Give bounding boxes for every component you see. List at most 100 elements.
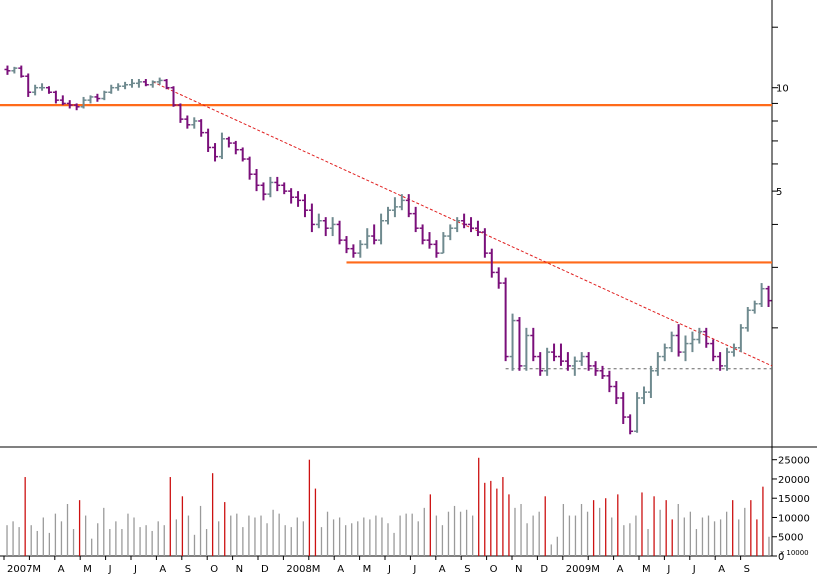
ohlc-bar [447,224,454,241]
downtrend-line [152,81,773,367]
x-axis: 2007 M A M J J A S O N D 2008 M A M J J A S O N D 2009 M A M J J A S [3,556,750,575]
ohlc-bar [108,84,115,94]
ohlc-bar [488,248,495,278]
ohlc-bar [627,414,634,435]
ohlc-bar [634,392,641,433]
ohlc-bar [412,206,419,233]
ohlc-bar [717,352,724,371]
x-tick-label: J [412,564,416,575]
ohlc-bar [239,147,246,162]
ohlc-bar [177,103,184,123]
volume-tick-label: 25000 [778,456,810,467]
ohlc-bar [523,327,530,371]
ohlc-bar [149,80,156,88]
ohlc-bar [101,90,108,101]
ohlc-bar [80,96,87,109]
ohlc-bar [468,217,475,233]
ohlc-bar [765,285,772,307]
ohlc-bar [322,217,329,237]
x-tick-label: M [32,564,41,575]
ohlc-bar [135,79,142,88]
ohlc-bar [530,327,537,362]
ohlc-bar [25,73,32,97]
ohlc-bar [288,188,295,204]
volume-panel: 25000 20000 15000 10000 5000 0x 10000 [0,456,810,563]
ohlc-bar [163,79,170,90]
volume-tick-label: 15000 [778,494,810,505]
ohlc-bar [170,86,177,107]
ohlc-bar [364,228,371,249]
ohlc-bar [371,224,378,245]
price-panel: 10 5 [0,0,817,556]
x-tick-label: M [83,564,92,575]
ohlc-bar [115,83,122,91]
ohlc-bar [45,86,52,94]
volume-unit-label: x 10000 [780,549,809,557]
ohlc-bar [205,128,212,152]
ohlc-bar [599,365,606,379]
ohlc-bar [191,117,198,129]
ohlc-bar [647,365,654,398]
ohlc-bar [641,386,647,405]
ohlc-bar [737,324,744,353]
x-tick-label: A [159,564,166,575]
volume-tick-label: 10000 [778,513,810,524]
ohlc-bar [398,194,405,211]
ohlc-bar [391,197,398,218]
ohlc-bar [329,217,336,237]
x-tick-label: J [108,564,112,575]
ohlc-bar [613,381,620,405]
ohlc-bar [654,352,661,376]
ohlc-bar [564,352,571,371]
volume-tick-label: 0 [778,552,784,563]
ohlc-bar [246,156,253,180]
ohlc-bar [32,84,39,96]
ohlc-bar [184,115,191,129]
x-tick-label: S [185,564,191,575]
ohlc-bar [551,343,558,362]
ohlc-bar [516,317,523,371]
ohlc-bar [39,83,46,91]
ohlc-bar [592,361,599,376]
ohlc-bar [461,213,468,229]
ohlc-bar [253,168,260,192]
ohlc-bar [315,213,322,229]
ohlc-bar [724,347,731,371]
x-tick-label: S [464,564,470,575]
ohlc-bar [703,327,710,348]
ohlc-bar [281,182,288,195]
ohlc-bar [385,206,391,225]
ohlc-bar [585,352,592,371]
ohlc-bar [260,182,267,201]
x-tick-label: A [718,564,725,575]
ohlc-bar [606,370,613,393]
ohlc-bar [129,79,135,88]
x-tick-label: A [58,564,65,575]
ohlc-bar [267,176,274,198]
ohlc-bar [232,140,239,155]
volume-tick-label: 5000 [778,533,803,544]
ohlc-bar [419,224,426,245]
x-tick-label: 2007 [7,564,32,575]
ohlc-bar [212,143,219,162]
x-tick-label: M [312,564,321,575]
ohlc-bar [537,352,544,376]
ohlc-bar [426,232,433,249]
ohlc-bar [4,65,11,75]
ohlc-bar [73,103,80,111]
x-tick-label: 2009 [566,564,591,575]
ohlc-bar [440,232,447,254]
ohlc-bar [301,194,308,218]
ohlc-bar [620,392,627,424]
x-tick-label: A [617,564,624,575]
ohlc-bar [675,324,682,357]
ohlc-bar [142,79,149,87]
price-tick-label: 5 [776,187,782,198]
ohlc-bar [295,191,302,207]
ohlc-bar [696,327,703,344]
ohlc-bar [454,217,461,233]
ohlc-bar [682,335,689,362]
ohlc-bar [433,240,440,258]
ohlc-bar [122,81,129,90]
